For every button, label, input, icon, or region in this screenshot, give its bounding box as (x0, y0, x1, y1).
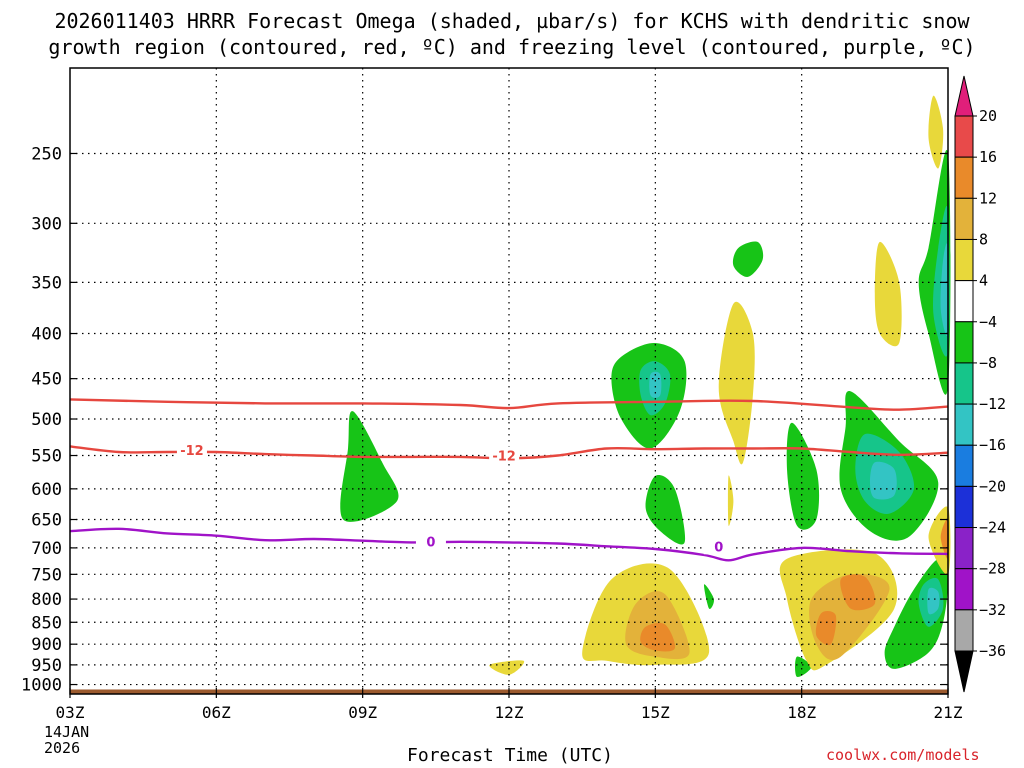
colorbar-band-3 (954, 238, 974, 282)
omega-region-19 (727, 475, 734, 526)
omega-region-18 (718, 301, 755, 465)
colorbar-label-5: −4 (979, 313, 997, 331)
ytick-label-650: 650 (31, 511, 62, 531)
colorbar: 20 16 12 8 4 −4 −8 −12 −16 −20 −24 −28 −32 −36 (954, 75, 1006, 693)
ytick-label-500: 500 (31, 410, 62, 430)
colorbar-band-12 (954, 609, 974, 652)
ytick-label-750: 750 (31, 565, 62, 585)
omega-region-4 (732, 241, 764, 277)
ytick-label-600: 600 (31, 480, 62, 500)
contour-label-bg-0-1 (489, 446, 520, 464)
contour-label-bg-2-1 (703, 537, 734, 555)
contour-layer: -12 -12 0 0 (69, 398, 949, 562)
colorbar-label-2: 12 (979, 189, 997, 207)
xtick-label-2: 09Z (348, 703, 377, 722)
ytick-label-1000: 1000 (21, 676, 62, 696)
omega-region-5 (645, 474, 686, 545)
ytick-label-450: 450 (31, 370, 62, 390)
ytick-label-300: 300 (31, 214, 62, 234)
xtick-label-0: 03Z (56, 703, 85, 722)
colorbar-label-8: −16 (979, 436, 1006, 454)
omega-region-21 (928, 95, 944, 169)
contour-label-bg-0-0 (176, 440, 207, 458)
x-axis-label: Forecast Time (UTC) (407, 745, 613, 766)
ytick-label-850: 850 (31, 613, 62, 633)
omega-region-3 (649, 371, 662, 398)
omega-region-6 (786, 422, 820, 530)
colorbar-band-9 (954, 485, 974, 529)
ytick-label-900: 900 (31, 635, 62, 655)
colorbar-label-0: 20 (979, 107, 997, 125)
contour-label-0-1: -12 (492, 450, 516, 465)
ytick-label-350: 350 (31, 273, 62, 293)
colorbar-label-3: 8 (979, 230, 988, 248)
omega-region-15 (940, 243, 949, 337)
contour-label-2-1: 0 (714, 540, 723, 555)
colorbar-band-11 (954, 568, 974, 611)
colorbar-band-1 (954, 156, 974, 199)
colorbar-band-2 (954, 197, 974, 240)
xtick-label-3: 12Z (495, 703, 524, 722)
colorbar-band-6 (954, 362, 974, 405)
contour-label-0-0: -12 (180, 444, 204, 459)
ytick-label-700: 700 (31, 539, 62, 559)
omega-region-17 (795, 656, 812, 678)
omega-region-31 (489, 660, 525, 675)
colorbar-band-4 (954, 280, 974, 323)
omega-region-30 (940, 518, 949, 560)
colorbar-top-triangle (954, 75, 974, 117)
ytick-label-950: 950 (31, 656, 62, 676)
contour-label-2-0: 0 (426, 535, 435, 550)
omega-region-20 (874, 241, 902, 347)
contour-line-2 (69, 527, 949, 562)
omega-region-28 (815, 611, 837, 646)
ytick-label-250: 250 (31, 144, 62, 164)
colorbar-label-7: −12 (979, 395, 1006, 413)
xtick-label-4: 15Z (641, 703, 670, 722)
chart-title-line-1: 2026011403 HRRR Forecast Omega (shaded, … (54, 9, 970, 33)
ytick-label-800: 800 (31, 590, 62, 610)
start-date-day: 14JAN (44, 723, 90, 741)
colorbar-band-8 (954, 444, 974, 487)
contour-label-bg-2-0 (415, 532, 446, 550)
chart-title-line-2: growth region (contoured, red, ºC) and f… (48, 35, 976, 59)
ytick-label-400: 400 (31, 325, 62, 345)
xtick-label-1: 06Z (202, 703, 231, 722)
axis-layer: 2503003504004505005506006507007508008509… (21, 144, 963, 722)
ytick-label-550: 550 (31, 447, 62, 467)
omega-region-16 (703, 584, 715, 609)
omega-shading-layer (340, 95, 951, 678)
colorbar-band-10 (954, 527, 974, 570)
start-date-year: 2026 (44, 739, 81, 757)
grid-layer (70, 68, 948, 694)
omega-region-9 (870, 461, 897, 500)
colorbar-label-11: −28 (979, 560, 1006, 578)
colorbar-label-12: −32 (979, 601, 1006, 619)
omega-region-12 (927, 587, 940, 615)
omega-region-27 (840, 574, 876, 611)
colorbar-label-1: 16 (979, 148, 997, 166)
contour-line-1 (69, 398, 949, 411)
source-credit: coolwx.com/models (826, 746, 980, 764)
xtick-label-6: 21Z (934, 703, 963, 722)
omega-region-0 (340, 411, 399, 522)
colorbar-label-4: 4 (979, 272, 988, 290)
colorbar-label-13: −36 (979, 642, 1006, 660)
colorbar-band-0 (954, 115, 974, 158)
colorbar-label-6: −8 (979, 354, 997, 372)
xtick-label-5: 18Z (787, 703, 816, 722)
colorbar-band-7 (954, 403, 974, 446)
colorbar-bottom-triangle (954, 650, 974, 693)
colorbar-label-10: −24 (979, 519, 1006, 537)
colorbar-label-9: −20 (979, 477, 1006, 495)
start-date-label: 14JAN 2026 (44, 724, 89, 756)
colorbar-band-5 (954, 321, 974, 364)
omega-region-24 (640, 622, 676, 652)
